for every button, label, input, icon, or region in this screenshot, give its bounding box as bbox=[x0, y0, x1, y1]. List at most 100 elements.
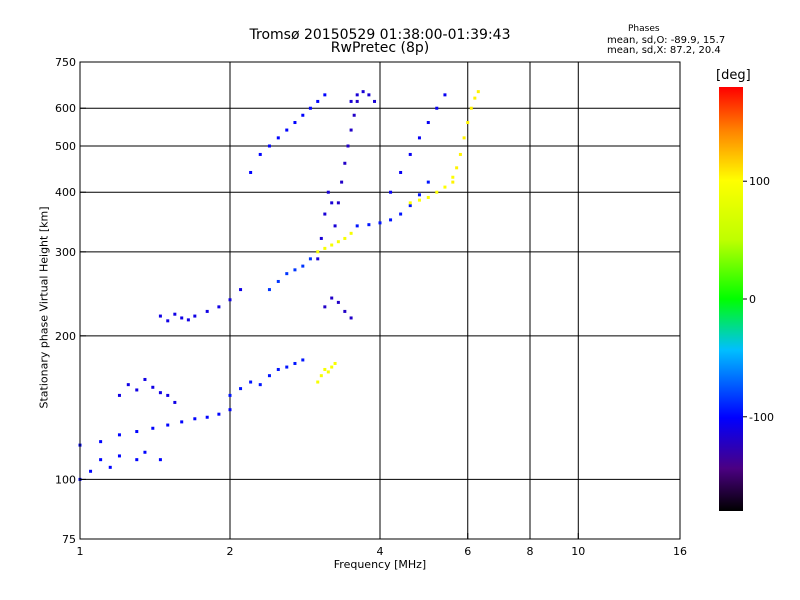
data-point bbox=[166, 393, 170, 397]
data-point bbox=[180, 420, 184, 424]
data-point bbox=[336, 240, 340, 244]
data-point bbox=[323, 93, 327, 97]
x-tick-label: 16 bbox=[673, 545, 687, 558]
phases-annotation-o: mean, sd,O: -89.9, 15.7 bbox=[607, 35, 726, 46]
data-point bbox=[99, 458, 103, 462]
data-point bbox=[443, 185, 447, 189]
data-point bbox=[151, 385, 155, 389]
data-point bbox=[330, 296, 334, 300]
chart-subtitle: RwPretec (8p) bbox=[330, 40, 430, 56]
data-point bbox=[308, 106, 312, 110]
data-point bbox=[151, 426, 155, 430]
data-point bbox=[323, 246, 327, 250]
data-point bbox=[135, 388, 139, 392]
data-point bbox=[108, 465, 112, 469]
data-point bbox=[336, 300, 340, 304]
data-point bbox=[426, 180, 430, 184]
data-point bbox=[323, 212, 327, 216]
data-point bbox=[399, 170, 403, 174]
data-point bbox=[316, 250, 320, 254]
data-point bbox=[417, 193, 421, 197]
data-point bbox=[349, 231, 353, 235]
data-point bbox=[408, 201, 412, 205]
data-point bbox=[217, 305, 221, 309]
colorbar bbox=[719, 87, 743, 511]
data-point bbox=[466, 121, 470, 125]
data-point bbox=[323, 305, 327, 309]
data-point bbox=[367, 223, 371, 227]
data-point bbox=[343, 309, 347, 313]
data-point bbox=[166, 423, 170, 427]
data-point bbox=[249, 380, 253, 384]
data-point bbox=[389, 190, 393, 194]
data-point bbox=[267, 288, 271, 292]
data-point bbox=[462, 136, 466, 140]
colorbar-tick-label: 0 bbox=[749, 293, 756, 306]
data-point bbox=[355, 224, 359, 228]
data-point bbox=[399, 212, 403, 216]
y-tick-label: 200 bbox=[55, 330, 76, 343]
data-point bbox=[285, 365, 289, 369]
y-tick-label: 75 bbox=[62, 533, 76, 546]
data-point bbox=[258, 152, 262, 156]
data-point bbox=[349, 99, 353, 103]
data-point bbox=[349, 316, 353, 320]
data-point bbox=[180, 316, 184, 320]
y-tick-label: 300 bbox=[55, 246, 76, 259]
data-point bbox=[451, 175, 455, 179]
data-point bbox=[333, 361, 337, 365]
data-point bbox=[99, 440, 103, 444]
data-point bbox=[135, 430, 139, 434]
data-point bbox=[193, 314, 197, 318]
y-tick-label: 100 bbox=[55, 473, 76, 486]
data-point bbox=[455, 166, 459, 170]
colorbar-ticks: -100 0 100 bbox=[743, 175, 774, 424]
data-points bbox=[78, 90, 480, 481]
x-tick-label: 1 bbox=[77, 545, 84, 558]
data-point bbox=[293, 361, 297, 365]
data-point bbox=[352, 113, 356, 117]
data-point bbox=[408, 152, 412, 156]
data-point bbox=[417, 198, 421, 202]
data-point bbox=[330, 201, 334, 205]
data-point bbox=[319, 374, 323, 378]
phases-annotation-x: mean, sd,X: 87.2, 20.4 bbox=[607, 45, 721, 56]
data-point bbox=[193, 417, 197, 421]
data-point bbox=[173, 312, 177, 316]
x-tick-label: 6 bbox=[464, 545, 471, 558]
data-point bbox=[239, 288, 243, 292]
data-point bbox=[135, 458, 139, 462]
grid-lines bbox=[80, 62, 680, 539]
data-point bbox=[276, 279, 280, 283]
data-point bbox=[276, 136, 280, 140]
data-point bbox=[343, 236, 347, 240]
data-point bbox=[336, 201, 340, 205]
data-point bbox=[143, 450, 147, 454]
data-point bbox=[276, 367, 280, 371]
data-point bbox=[158, 314, 162, 318]
data-point bbox=[389, 218, 393, 222]
data-point bbox=[89, 469, 93, 473]
data-point bbox=[373, 99, 377, 103]
data-point bbox=[326, 190, 330, 194]
data-point bbox=[117, 393, 121, 397]
data-point bbox=[378, 221, 382, 225]
chart-title: Tromsø 20150529 01:38:00-01:39:43 bbox=[249, 27, 511, 43]
data-point bbox=[267, 374, 271, 378]
data-point bbox=[293, 268, 297, 272]
data-point bbox=[346, 144, 350, 148]
data-point bbox=[205, 415, 209, 419]
data-point bbox=[361, 90, 365, 94]
data-point bbox=[355, 93, 359, 97]
x-tick-label: 2 bbox=[227, 545, 234, 558]
data-point bbox=[316, 99, 320, 103]
x-tick-label: 4 bbox=[377, 545, 384, 558]
data-point bbox=[228, 408, 232, 412]
data-point bbox=[285, 128, 289, 132]
data-point bbox=[228, 393, 232, 397]
x-axis-label: Frequency [MHz] bbox=[333, 558, 427, 571]
y-tick-label: 750 bbox=[55, 56, 76, 69]
data-point bbox=[249, 170, 253, 174]
data-point bbox=[435, 190, 439, 194]
